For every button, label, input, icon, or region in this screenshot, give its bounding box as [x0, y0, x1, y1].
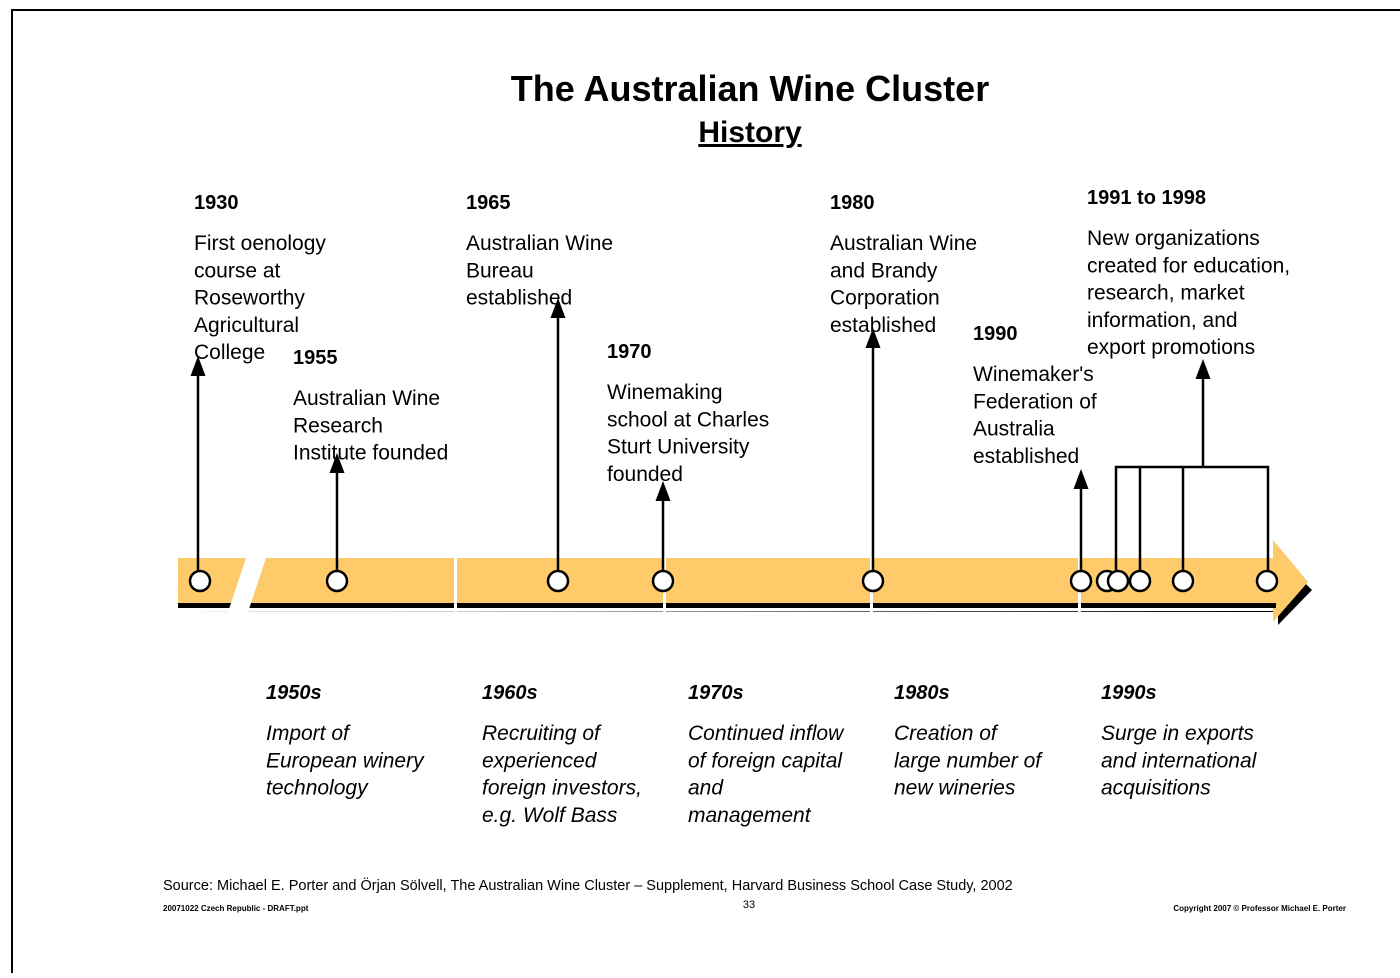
event-text: Bureau [466, 259, 534, 282]
decade-text: acquisitions [1101, 777, 1211, 800]
decade-text: new wineries [894, 777, 1016, 800]
event-text: Winemaker's [973, 363, 1094, 386]
event-text: and Brandy [830, 259, 938, 282]
footer-file: 20071022 Czech Republic - DRAFT.ppt [163, 904, 309, 913]
event-text: founded [607, 463, 683, 486]
event-text: established [466, 287, 572, 310]
event-text: College [194, 341, 265, 364]
event-text: Agricultural [194, 314, 299, 337]
title: The Australian Wine Cluster [511, 68, 989, 109]
event-text: Federation of [973, 390, 1097, 413]
subtitle: History [698, 116, 802, 149]
decade-text: e.g. Wolf Bass [482, 804, 618, 827]
page-number: 33 [743, 899, 755, 911]
event-year: 1955 [293, 347, 338, 369]
event-text: First oenology [194, 232, 326, 255]
decade-label: 1950s [266, 682, 322, 704]
event-year: 1990 [973, 323, 1018, 345]
event-text: export promotions [1087, 336, 1255, 359]
event-text: New organizations [1087, 227, 1260, 250]
decade-text: management [688, 804, 812, 827]
decade-text: Recruiting of [482, 722, 602, 745]
decade-label: 1980s [894, 682, 950, 704]
event-text: Australia [973, 418, 1055, 441]
timeline-arrow [178, 540, 1312, 625]
event-text: Research [293, 414, 383, 437]
event-text: research, market [1087, 282, 1245, 305]
connectors [190, 298, 1270, 570]
source: Source: Michael E. Porter and Örjan Sölv… [163, 876, 1013, 894]
event-text: Australian Wine [293, 387, 440, 410]
event-text: school at Charles [607, 408, 769, 431]
decade-text: Continued inflow [688, 722, 845, 745]
event-circles [188, 569, 1279, 593]
decade-text: technology [266, 777, 369, 800]
decade-text: European winery [266, 749, 425, 772]
copyright: Copyright 2007 © Professor Michael E. Po… [1173, 904, 1346, 913]
decade-label: 1960s [482, 682, 538, 704]
event-year: 1930 [194, 192, 239, 214]
decade-text: and [688, 777, 724, 800]
event-text: course at [194, 259, 281, 282]
decade-text: foreign investors, [482, 777, 642, 800]
event-year: 1965 [466, 192, 511, 214]
decade-label: 1990s [1101, 682, 1157, 704]
decade-text: Surge in exports [1101, 722, 1254, 745]
event-year: 1991 to 1998 [1087, 187, 1206, 209]
event-text: Australian Wine [466, 232, 613, 255]
event-text: Australian Wine [830, 232, 977, 255]
decade-label: 1970s [688, 682, 744, 704]
decade-text: Import of [266, 722, 351, 745]
decade-text: large number of [894, 749, 1043, 772]
event-year: 1970 [607, 341, 652, 363]
event-text: Winemaking [607, 381, 723, 404]
event-text: Institute founded [293, 442, 448, 465]
decade-text: of foreign capital [688, 749, 843, 772]
event-text: established [973, 445, 1079, 468]
event-text: Sturt University [607, 436, 750, 459]
event-text: Roseworthy [194, 287, 305, 310]
decade-text: experienced [482, 749, 598, 772]
event-text: created for education, [1087, 254, 1290, 277]
decade-text: and international [1101, 749, 1258, 772]
event-year: 1980 [830, 192, 875, 214]
slide-border [11, 9, 1400, 978]
event-text: Corporation [830, 287, 940, 310]
decade-text: Creation of [894, 722, 999, 745]
event-text: information, and [1087, 309, 1238, 332]
event-text: established [830, 314, 936, 337]
